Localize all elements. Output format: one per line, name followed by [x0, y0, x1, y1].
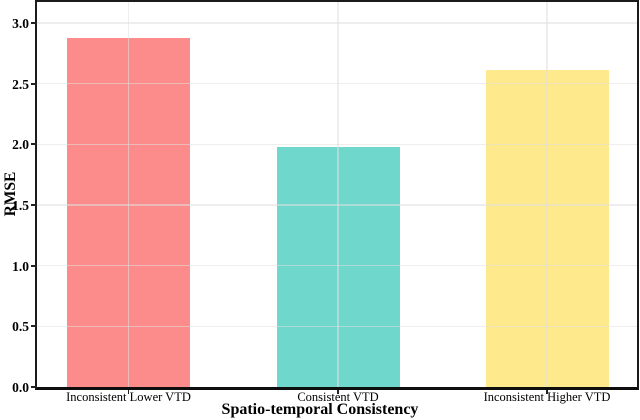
y-tick-mark [31, 325, 37, 328]
x-category-label: Inconsistent Higher VTD [483, 390, 611, 404]
h-gridline [37, 204, 637, 206]
y-tick-mark [31, 204, 37, 206]
x-tick-mark [546, 390, 548, 394]
y-tick-mark [31, 264, 37, 267]
x-tick-mark [337, 390, 339, 394]
x-axis-title: Spatio-temporal Consistency [221, 401, 419, 418]
h-gridline [37, 264, 637, 267]
x-category-label: Inconsistent Lower VTD [66, 390, 191, 404]
h-gridline [37, 143, 637, 146]
h-gridline [37, 22, 637, 24]
y-tick-mark [31, 386, 37, 388]
v-gridline [337, 2, 339, 387]
plot-area [35, 0, 639, 390]
y-tick-label: 1.5 [12, 198, 29, 213]
y-tick-label: 1.0 [12, 258, 29, 274]
y-tick-label: 0.5 [12, 319, 29, 335]
y-tick-label: 0.0 [12, 380, 29, 395]
h-gridline [37, 325, 637, 328]
x-tick-mark [127, 390, 130, 394]
v-gridline [546, 2, 548, 387]
y-tick-mark [31, 22, 37, 24]
y-tick-label: 2.5 [12, 76, 29, 92]
v-gridline [127, 2, 130, 387]
y-tick-label: 2.0 [12, 137, 29, 153]
h-gridline [37, 82, 637, 85]
y-tick-label: 3.0 [12, 16, 29, 31]
x-category-label: Consistent VTD [297, 390, 379, 404]
y-tick-mark [31, 143, 37, 146]
y-tick-mark [31, 82, 37, 85]
